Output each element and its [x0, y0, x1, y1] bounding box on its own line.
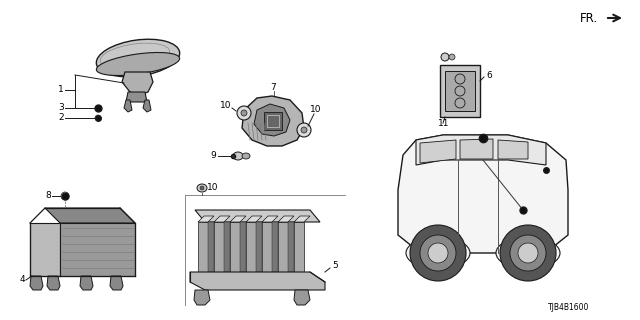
Ellipse shape: [410, 225, 466, 281]
Polygon shape: [288, 222, 294, 272]
Polygon shape: [294, 216, 310, 222]
Ellipse shape: [242, 153, 250, 159]
Polygon shape: [30, 223, 60, 276]
Polygon shape: [272, 222, 278, 272]
Text: 6: 6: [486, 70, 492, 79]
Polygon shape: [45, 208, 135, 223]
Bar: [440, 65, 480, 117]
Bar: [264, 112, 282, 130]
Polygon shape: [47, 276, 60, 290]
Polygon shape: [420, 140, 456, 163]
Polygon shape: [208, 222, 214, 272]
Ellipse shape: [510, 235, 546, 271]
Polygon shape: [143, 100, 151, 112]
Polygon shape: [246, 222, 256, 272]
Ellipse shape: [441, 53, 449, 61]
Polygon shape: [126, 92, 147, 102]
Text: 3: 3: [58, 103, 64, 113]
Polygon shape: [214, 216, 230, 222]
Polygon shape: [242, 96, 304, 146]
Polygon shape: [460, 139, 493, 159]
Text: 10: 10: [220, 101, 232, 110]
Polygon shape: [195, 210, 320, 222]
Polygon shape: [122, 72, 153, 95]
Polygon shape: [80, 276, 93, 290]
Polygon shape: [262, 222, 272, 272]
Polygon shape: [190, 272, 325, 290]
Polygon shape: [198, 216, 214, 222]
Polygon shape: [124, 100, 132, 112]
Polygon shape: [240, 222, 246, 272]
Polygon shape: [262, 216, 278, 222]
Polygon shape: [278, 222, 288, 272]
Ellipse shape: [297, 123, 311, 137]
Bar: [267, 115, 279, 127]
Ellipse shape: [449, 54, 455, 60]
Text: 11: 11: [438, 118, 449, 127]
Ellipse shape: [197, 184, 207, 192]
Ellipse shape: [301, 127, 307, 133]
Polygon shape: [230, 216, 246, 222]
Text: 10: 10: [310, 106, 321, 115]
Polygon shape: [416, 135, 546, 165]
Polygon shape: [194, 290, 210, 305]
Polygon shape: [246, 216, 262, 222]
Polygon shape: [198, 222, 208, 272]
Text: 2: 2: [58, 114, 63, 123]
Ellipse shape: [406, 237, 470, 269]
Ellipse shape: [496, 237, 560, 269]
Text: 1: 1: [58, 85, 64, 94]
Polygon shape: [214, 222, 224, 272]
Polygon shape: [294, 222, 304, 272]
Ellipse shape: [518, 243, 538, 263]
Polygon shape: [398, 135, 568, 253]
Text: 5: 5: [332, 260, 338, 269]
Polygon shape: [224, 222, 230, 272]
Polygon shape: [278, 216, 294, 222]
Ellipse shape: [97, 39, 180, 77]
Polygon shape: [230, 222, 240, 272]
Text: FR.: FR.: [580, 12, 598, 25]
Text: 8: 8: [45, 191, 51, 201]
Text: 7: 7: [270, 84, 276, 92]
Ellipse shape: [200, 186, 204, 190]
Text: TJB4B1600: TJB4B1600: [548, 303, 589, 313]
Ellipse shape: [97, 52, 180, 76]
Ellipse shape: [241, 110, 247, 116]
Bar: [445, 71, 475, 111]
Ellipse shape: [420, 235, 456, 271]
Polygon shape: [30, 276, 43, 290]
Polygon shape: [254, 104, 290, 136]
Text: 9: 9: [210, 151, 216, 161]
Ellipse shape: [233, 152, 243, 160]
Ellipse shape: [237, 106, 251, 120]
Ellipse shape: [500, 225, 556, 281]
Polygon shape: [256, 222, 262, 272]
Polygon shape: [60, 223, 135, 276]
Polygon shape: [110, 276, 123, 290]
Text: 4: 4: [20, 276, 26, 284]
Polygon shape: [498, 140, 528, 159]
Ellipse shape: [428, 243, 448, 263]
Text: 10: 10: [207, 183, 218, 193]
Polygon shape: [294, 290, 310, 305]
